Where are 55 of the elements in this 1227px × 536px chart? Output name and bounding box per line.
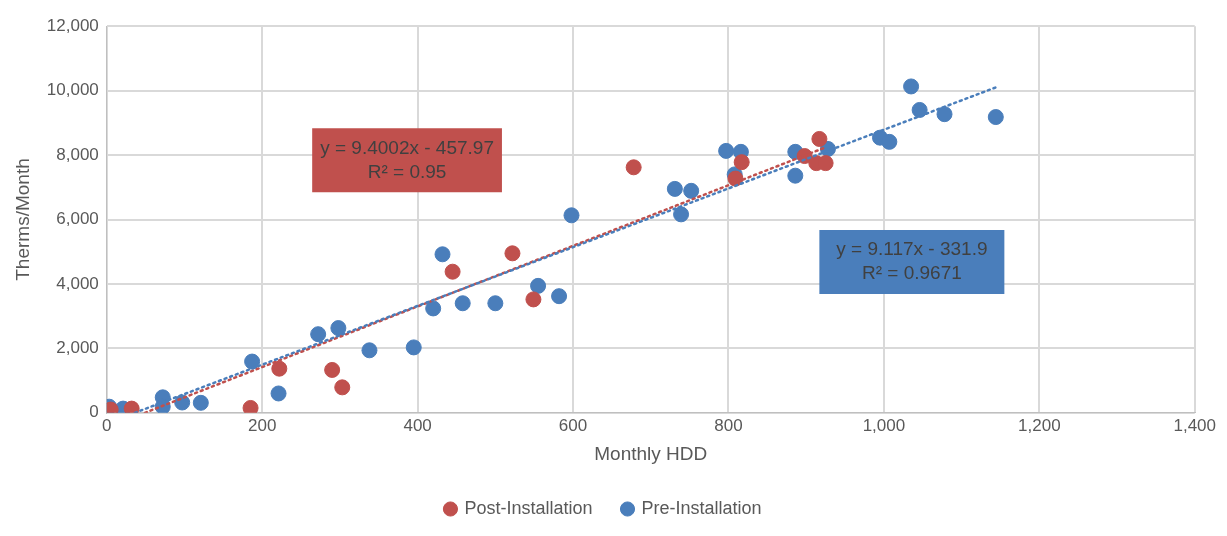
y-tick-label: 12,000 [46,15,99,35]
point [718,142,735,159]
x-tick-label: 0 [102,415,112,435]
point [244,353,261,370]
x-tick-label: 1,200 [1018,415,1061,435]
y-tick-label: 4,000 [56,273,99,293]
point [530,277,547,294]
point [271,360,288,377]
point [454,295,471,312]
point [324,361,341,378]
point [936,106,953,123]
point [683,182,700,199]
x-tick-label: 200 [248,415,277,435]
y-tick-label: 6,000 [56,209,99,229]
point [563,207,580,224]
point [425,300,442,317]
legend-label: Post-Installation [464,497,593,518]
annotation: y = 9.117x - 331.9 R² = 0.9671 [836,238,988,284]
point [192,394,209,411]
y-tick-label: 0 [89,402,99,422]
point [987,109,1004,126]
point [330,320,347,337]
point [487,295,504,312]
legend-label: Pre-Installation [641,497,762,518]
annotation: y = 9.4002x - 457.97 R² = 0.95 [320,136,494,182]
x-tick-label: 1,400 [1173,415,1216,435]
point [334,379,351,396]
point [666,180,683,197]
y-axis-title: Therms/Month [11,158,33,281]
point [405,339,422,356]
point [911,101,928,118]
point [811,130,828,147]
y-tick-label: 8,000 [56,144,99,164]
point [444,263,461,280]
point [881,133,898,150]
x-tick-label: 600 [558,415,588,435]
point [310,326,327,343]
point [733,154,750,171]
x-tick-label: 1,000 [862,415,906,435]
point [361,342,378,359]
point [270,385,287,402]
point [673,206,690,223]
point [525,291,542,308]
point [625,159,642,176]
point [504,245,521,262]
y-tick-label: 2,000 [56,338,99,358]
point [242,399,259,413]
point [903,78,920,95]
point [551,288,568,305]
point [434,246,451,263]
x-axis-title: Monthly HDD [594,442,708,464]
point [787,167,804,184]
x-tick-label: 800 [714,415,743,435]
x-tick-label: 400 [403,415,432,435]
y-tick-label: 10,000 [46,80,99,100]
